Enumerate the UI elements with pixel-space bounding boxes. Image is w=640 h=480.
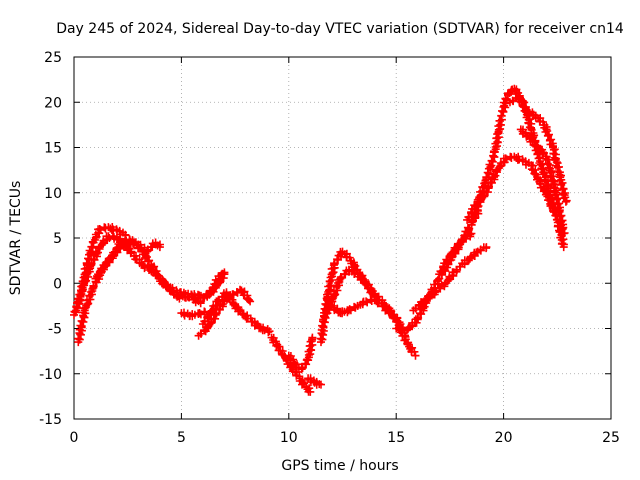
x-tick-label: 25 [602, 430, 620, 446]
y-tick-label: 5 [53, 231, 62, 247]
data-markers [435, 229, 476, 279]
chart-title: Day 245 of 2024, Sidereal Day-to-day VTE… [56, 21, 624, 37]
data-series-arc-19 [467, 152, 558, 224]
x-tick-label: 15 [387, 430, 405, 446]
data-markers [319, 265, 380, 324]
data-markers [177, 307, 209, 321]
data-series-arc-21 [516, 125, 569, 238]
y-tick-label: 0 [53, 276, 62, 292]
data-series-arc-8 [203, 270, 229, 301]
data-markers [409, 243, 491, 315]
data-series-arc-11 [304, 374, 325, 389]
data-markers [506, 93, 571, 206]
data-points [70, 84, 571, 396]
data-markers [284, 333, 317, 374]
data-markers [467, 152, 558, 224]
data-markers [203, 270, 229, 301]
data-series-arc-17 [435, 229, 476, 279]
data-series-arc-10 [284, 333, 317, 374]
y-tick-label: -10 [39, 367, 62, 383]
grid [74, 57, 611, 419]
data-markers [327, 295, 405, 328]
data-markers [198, 288, 274, 337]
data-series-arc-9 [267, 333, 315, 396]
data-markers [516, 125, 569, 238]
data-markers [304, 374, 325, 389]
y-axis-label: SDTVAR / TECUs [8, 181, 24, 296]
y-tick-label: 25 [44, 50, 62, 66]
x-tick-label: 5 [177, 430, 186, 446]
x-tick-label: 10 [280, 430, 298, 446]
data-series-arc-7 [198, 288, 274, 337]
data-series-arc-13 [319, 265, 380, 324]
y-tick-label: -5 [48, 322, 62, 338]
y-tick-label: 20 [44, 95, 62, 111]
y-tick-label: -15 [39, 412, 62, 428]
y-tick-label: 10 [44, 186, 62, 202]
data-series-arc-16 [409, 243, 491, 315]
data-series-arc-5 [177, 307, 209, 321]
x-tick-label: 20 [495, 430, 513, 446]
x-axis-label: GPS time / hours [281, 458, 398, 474]
data-markers [267, 333, 315, 396]
data-series-arc-14 [327, 295, 405, 328]
y-tick-label: 15 [44, 141, 62, 157]
axis-ticks: 0 5 10 15 20 25 -15 -10 -5 0 5 10 15 20 25 [39, 50, 620, 446]
x-tick-label: 0 [70, 430, 79, 446]
data-series-arc-20 [506, 93, 571, 206]
